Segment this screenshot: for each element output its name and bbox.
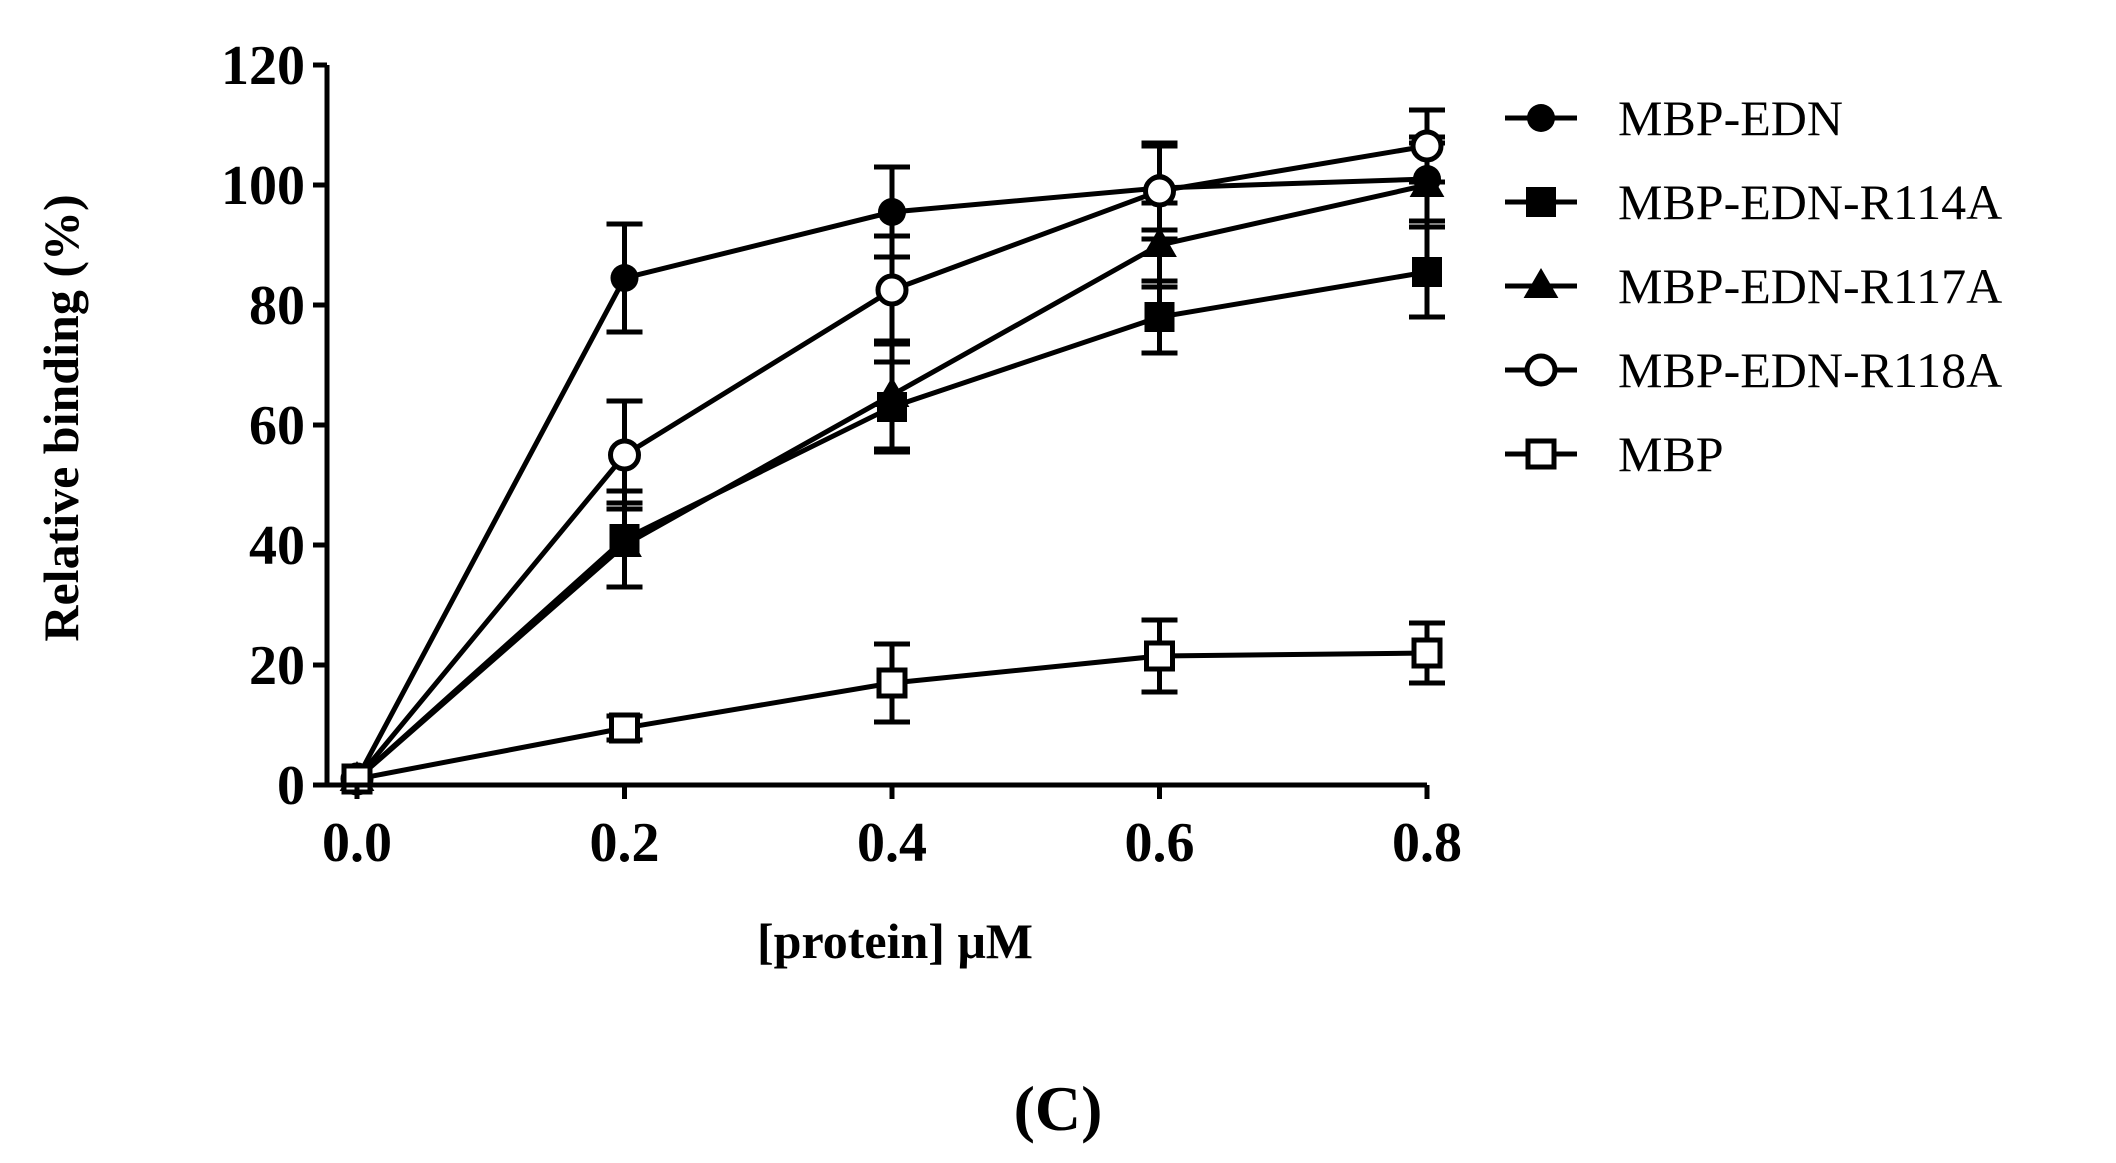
legend-entry: MBP	[1505, 426, 1724, 482]
data-point	[1144, 302, 1175, 332]
legend-entry: MBP-EDN-R118A	[1505, 342, 2002, 398]
data-point	[609, 712, 640, 744]
data-point	[874, 377, 910, 407]
y-tick-label: 60	[249, 395, 305, 457]
data-point	[610, 264, 639, 292]
data-point	[878, 198, 906, 226]
legend-marker	[1526, 187, 1556, 217]
axes: 0 20 40 60 80 100 120 0.0 0.2 0.4 0.6 0.8	[221, 35, 1462, 874]
data-point	[875, 273, 909, 307]
data-point	[1412, 257, 1442, 287]
legend-entry: MBP-EDN-R114A	[1505, 174, 2002, 230]
legend: MBP-EDN MBP-EDN-R114A MBP-EDN-R117A MBP-EDN…	[1505, 90, 2002, 482]
series-mbp-edn-r118a	[340, 107, 1445, 796]
data-point	[608, 438, 641, 472]
data-point	[1144, 640, 1175, 672]
legend-label: MBP-EDN-R117A	[1618, 258, 2002, 314]
x-tick-label: 0.2	[590, 812, 660, 874]
data-point	[1143, 174, 1176, 208]
legend-marker	[1524, 353, 1558, 387]
legend-marker	[1523, 268, 1559, 298]
y-axis-title: Relative binding (%)	[33, 194, 89, 641]
data-point	[1410, 129, 1444, 163]
legend-entry: MBP-EDN-R117A	[1505, 258, 2002, 314]
x-tick-label: 0.8	[1392, 812, 1462, 874]
data-point	[876, 667, 908, 699]
legend-label: MBP-EDN	[1618, 90, 1843, 146]
y-tick-label: 100	[221, 155, 305, 217]
x-axis-title: [protein] μM	[757, 913, 1033, 969]
legend-label: MBP-EDN-R118A	[1618, 342, 2002, 398]
data-point	[1142, 227, 1177, 257]
y-tick-label: 20	[249, 635, 305, 697]
legend-label: MBP-EDN-R114A	[1618, 174, 2002, 230]
series-mbp	[341, 617, 1445, 795]
x-tick-label: 0.6	[1125, 812, 1195, 874]
y-tick-label: 40	[249, 515, 305, 577]
plot-area	[339, 107, 1445, 796]
data-point	[1411, 637, 1443, 669]
x-tick-label: 0.0	[322, 812, 392, 874]
legend-entry: MBP-EDN	[1505, 90, 1843, 146]
x-tick-label: 0.4	[857, 812, 927, 874]
y-tick-label: 0	[277, 755, 305, 817]
legend-marker	[1527, 104, 1555, 132]
panel-label: (C)	[1014, 1073, 1103, 1144]
y-tick-label: 80	[249, 275, 305, 337]
data-point	[607, 527, 642, 557]
y-tick-label: 120	[221, 35, 305, 97]
legend-label: MBP	[1618, 426, 1724, 482]
legend-marker	[1525, 438, 1557, 470]
